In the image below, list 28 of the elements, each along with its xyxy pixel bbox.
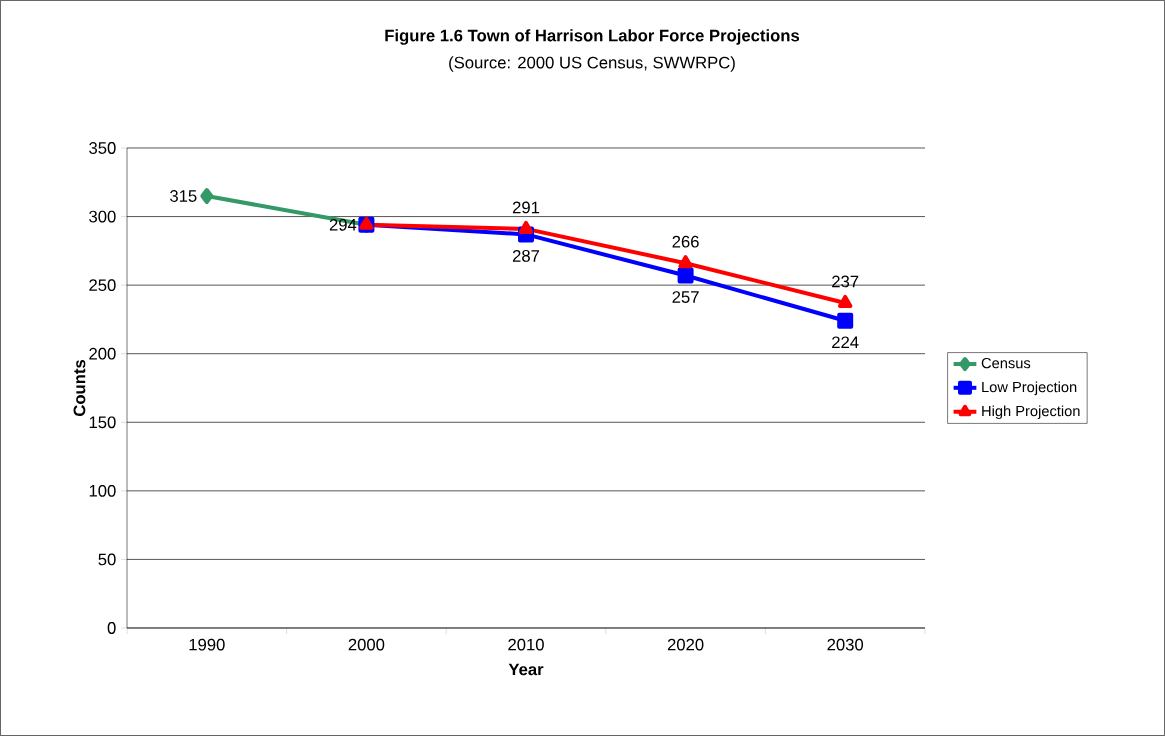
data-label: 257 [672,291,699,303]
y-tick-label: 150 [89,416,116,429]
x-tick-label: 2030 [827,638,864,651]
y-tick-label: 200 [89,347,116,360]
x-tick-label: 2000 [348,638,385,651]
data-label: 287 [512,250,540,262]
x-tick-label: 1990 [189,638,225,651]
data-label: 294 [329,218,357,231]
data-label: 291 [512,201,540,214]
y-tick-label: 100 [89,484,116,497]
y-tick-label: 50 [98,553,116,566]
y-axis-title: Counts [73,359,86,416]
y-tick-label: 0 [107,622,116,634]
data-label: 224 [832,336,859,349]
y-tick-label: 300 [89,210,116,223]
y-tick-label: 250 [89,279,116,292]
data-label: 266 [672,235,699,248]
data-label: 315 [170,190,197,202]
legend-label: High Projection [982,405,1080,420]
chart-title: Figure 1.6 Town of Harrison Labor Force Projections [385,29,800,45]
legend-label: Census [981,357,1031,369]
x-axis-title: Year [508,663,544,676]
x-tick-label: 2010 [508,638,544,651]
legend-label: Low Projection [982,381,1077,396]
x-tick-label: 2020 [667,638,704,651]
y-tick-label: 350 [89,142,116,154]
data-label: 237 [832,275,859,288]
chart-subtitle: (Source: 2000 US Census, SWWRPC) [449,56,735,72]
